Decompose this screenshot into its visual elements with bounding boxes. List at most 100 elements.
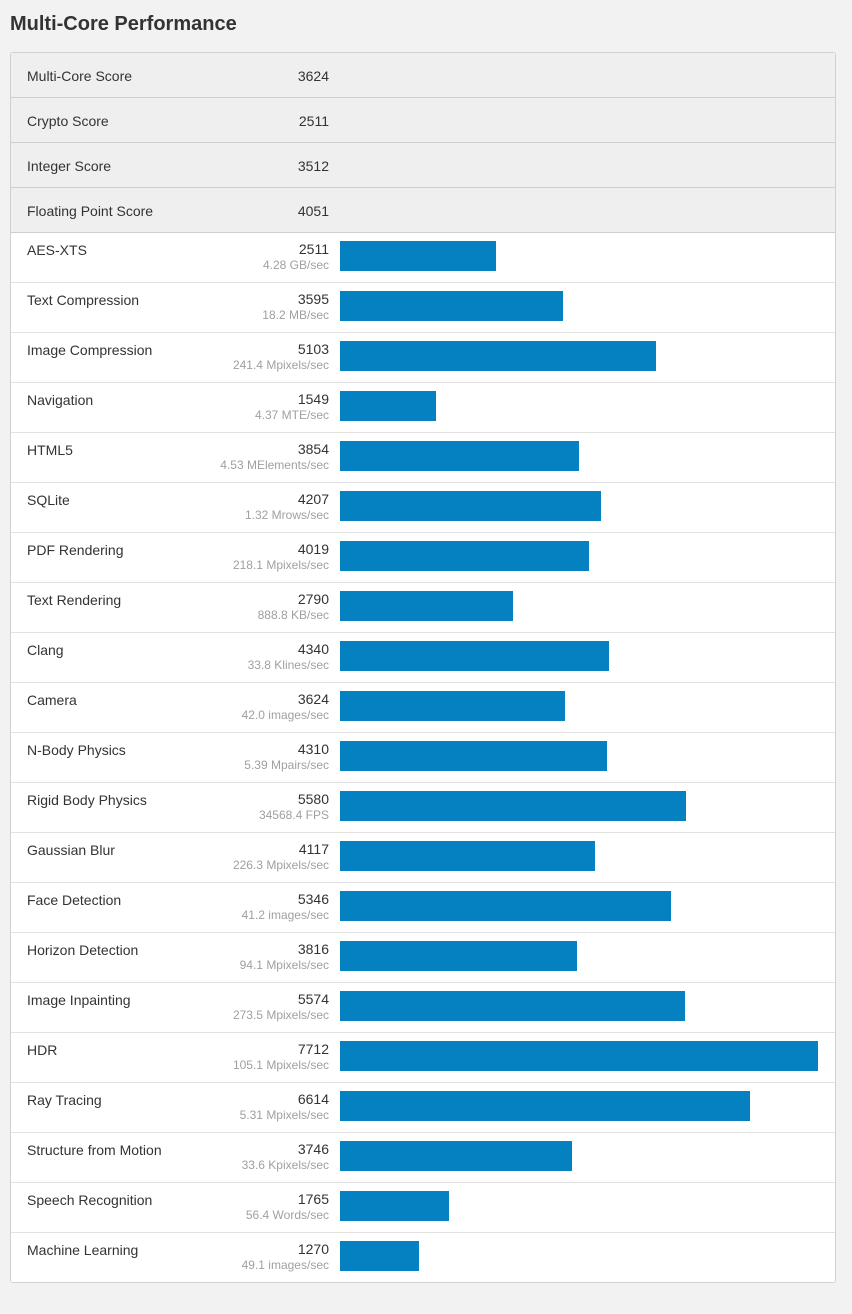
- benchmark-name: N-Body Physics: [27, 742, 126, 758]
- benchmark-rate: 34568.4 FPS: [258, 808, 329, 822]
- benchmark-rate: 94.1 Mpixels/sec: [239, 958, 329, 972]
- benchmark-name: HDR: [27, 1042, 58, 1058]
- benchmark-score: 5103: [297, 341, 329, 357]
- benchmark-rate: 33.8 Klines/sec: [247, 658, 329, 672]
- benchmark-row: Text Rendering 2790 888.8 KB/sec: [11, 583, 835, 633]
- benchmark-bar: [340, 891, 671, 921]
- score-row-integer: Integer Score 3512: [11, 143, 835, 188]
- benchmark-score: 5346: [297, 891, 329, 907]
- benchmark-row: Speech Recognition 1765 56.4 Words/sec: [11, 1183, 835, 1233]
- benchmark-row: Ray Tracing 6614 5.31 Mpixels/sec: [11, 1083, 835, 1133]
- benchmark-name: SQLite: [27, 492, 70, 508]
- score-row-floating-point: Floating Point Score 4051: [11, 188, 835, 233]
- benchmark-row: HDR 7712 105.1 Mpixels/sec: [11, 1033, 835, 1083]
- benchmark-score: 3624: [297, 691, 329, 707]
- benchmark-rate: 4.53 MElements/sec: [220, 458, 329, 472]
- benchmark-name: Image Compression: [27, 342, 153, 358]
- benchmark-score: 6614: [297, 1091, 329, 1107]
- benchmark-score: 4340: [297, 641, 329, 657]
- benchmark-bar: [340, 1141, 572, 1171]
- benchmark-bar: [340, 691, 565, 721]
- benchmark-score: 4207: [297, 491, 329, 507]
- benchmark-name: Structure from Motion: [27, 1142, 162, 1158]
- benchmark-name: Speech Recognition: [27, 1192, 153, 1208]
- benchmark-rate: 5.31 Mpixels/sec: [239, 1108, 329, 1122]
- benchmark-rate: 49.1 images/sec: [241, 1258, 329, 1272]
- score-label: Crypto Score: [27, 113, 109, 129]
- score-row-crypto: Crypto Score 2511: [11, 98, 835, 143]
- benchmark-name: AES-XTS: [27, 242, 87, 258]
- results-table: Multi-Core Score 3624 Crypto Score 2511 …: [10, 52, 836, 1283]
- benchmark-row: PDF Rendering 4019 218.1 Mpixels/sec: [11, 533, 835, 583]
- benchmark-score: 7712: [297, 1041, 329, 1057]
- benchmark-bar: [340, 1241, 419, 1271]
- benchmark-bar: [340, 641, 609, 671]
- benchmark-row: HTML5 3854 4.53 MElements/sec: [11, 433, 835, 483]
- benchmark-row: SQLite 4207 1.32 Mrows/sec: [11, 483, 835, 533]
- benchmark-score: 3854: [297, 441, 329, 457]
- benchmark-rate: 1.32 Mrows/sec: [244, 508, 329, 522]
- benchmark-rate: 4.28 GB/sec: [262, 258, 329, 272]
- score-value: 3624: [297, 68, 329, 84]
- benchmark-bar: [340, 1091, 750, 1121]
- benchmark-name: HTML5: [27, 442, 73, 458]
- benchmark-rate: 4.37 MTE/sec: [254, 408, 329, 422]
- benchmark-score: 1549: [297, 391, 329, 407]
- benchmark-score: 2790: [297, 591, 329, 607]
- benchmark-rate: 226.3 Mpixels/sec: [232, 858, 329, 872]
- benchmark-bar: [340, 1191, 449, 1221]
- benchmark-name: Text Compression: [27, 292, 140, 308]
- benchmark-bar: [340, 441, 579, 471]
- benchmark-score: 3746: [297, 1141, 329, 1157]
- benchmark-rate: 56.4 Words/sec: [245, 1208, 329, 1222]
- benchmark-rate: 42.0 images/sec: [241, 708, 329, 722]
- benchmark-score: 3595: [297, 291, 329, 307]
- benchmark-rate: 241.4 Mpixels/sec: [232, 358, 329, 372]
- benchmark-name: Face Detection: [27, 892, 122, 908]
- benchmark-bar: [340, 241, 496, 271]
- benchmark-bar: [340, 991, 685, 1021]
- benchmark-row: Text Compression 3595 18.2 MB/sec: [11, 283, 835, 333]
- benchmark-score: 3816: [297, 941, 329, 957]
- benchmark-bar: [340, 541, 589, 571]
- benchmark-rate: 273.5 Mpixels/sec: [232, 1008, 329, 1022]
- benchmark-name: Ray Tracing: [27, 1092, 102, 1108]
- benchmark-row: Image Inpainting 5574 273.5 Mpixels/sec: [11, 983, 835, 1033]
- benchmark-row: AES-XTS 2511 4.28 GB/sec: [11, 233, 835, 283]
- score-label: Integer Score: [27, 158, 112, 174]
- benchmark-bar: [340, 1041, 818, 1071]
- score-value: 3512: [297, 158, 329, 174]
- benchmark-row: Navigation 1549 4.37 MTE/sec: [11, 383, 835, 433]
- benchmark-name: Navigation: [27, 392, 94, 408]
- benchmark-bar: [340, 491, 601, 521]
- benchmark-rate: 5.39 Mpairs/sec: [244, 758, 329, 772]
- benchmark-bar: [340, 391, 436, 421]
- benchmark-row: Rigid Body Physics 5580 34568.4 FPS: [11, 783, 835, 833]
- benchmark-list: AES-XTS 2511 4.28 GB/sec Text Compression 35…: [11, 233, 835, 1282]
- benchmark-rate: 41.2 images/sec: [241, 908, 329, 922]
- benchmark-row: Image Compression 5103 241.4 Mpixels/sec: [11, 333, 835, 383]
- benchmark-name: Text Rendering: [27, 592, 122, 608]
- score-row-multi-core: Multi-Core Score 3624: [11, 53, 835, 98]
- benchmark-score: 5574: [297, 991, 329, 1007]
- benchmark-row: N-Body Physics 4310 5.39 Mpairs/sec: [11, 733, 835, 783]
- benchmark-row: Face Detection 5346 41.2 images/sec: [11, 883, 835, 933]
- benchmark-rate: 105.1 Mpixels/sec: [232, 1058, 329, 1072]
- benchmark-bar: [340, 591, 513, 621]
- benchmark-name: PDF Rendering: [27, 542, 124, 558]
- benchmark-bar: [340, 941, 577, 971]
- benchmark-name: Camera: [27, 692, 77, 708]
- score-label: Multi-Core Score: [27, 68, 133, 84]
- benchmark-rate: 18.2 MB/sec: [262, 308, 329, 322]
- benchmark-rate: 888.8 KB/sec: [257, 608, 329, 622]
- benchmark-score: 1270: [297, 1241, 329, 1257]
- benchmark-rate: 33.6 Kpixels/sec: [241, 1158, 329, 1172]
- benchmark-row: Camera 3624 42.0 images/sec: [11, 683, 835, 733]
- benchmark-score: 4019: [297, 541, 329, 557]
- benchmark-bar: [340, 841, 595, 871]
- benchmark-name: Horizon Detection: [27, 942, 139, 958]
- benchmark-row: Gaussian Blur 4117 226.3 Mpixels/sec: [11, 833, 835, 883]
- benchmark-row: Horizon Detection 3816 94.1 Mpixels/sec: [11, 933, 835, 983]
- benchmark-name: Machine Learning: [27, 1242, 139, 1258]
- benchmark-bar: [340, 791, 686, 821]
